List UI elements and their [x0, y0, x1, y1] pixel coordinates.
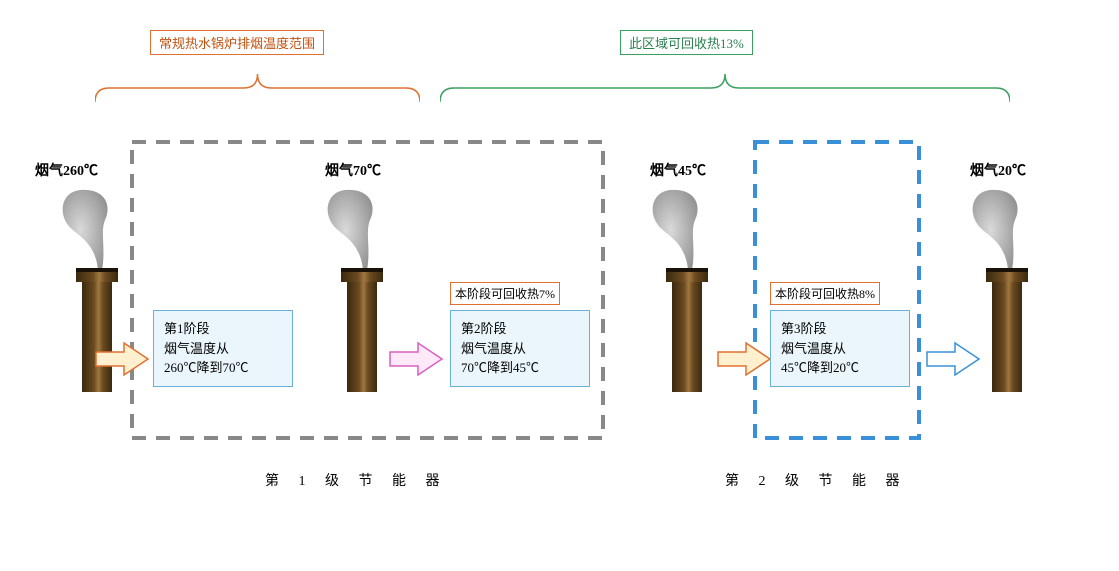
economizer-caption-1: 第 1 级 节 能 器 — [265, 470, 448, 490]
temperature-label: 烟气260℃ — [35, 160, 98, 180]
recovery-label-2: 本阶段可回收热8% — [770, 282, 880, 305]
stage-line: 第3阶段 — [781, 319, 899, 339]
stage-box-1: 第1阶段烟气温度从260℃降到70℃ — [153, 310, 293, 387]
economizer-caption-2: 第 2 级 节 能 器 — [725, 470, 908, 490]
stage-box-3: 第3阶段烟气温度从45℃降到20℃ — [770, 310, 910, 387]
temperature-label: 烟气70℃ — [325, 160, 381, 180]
stage-box-2: 第2阶段烟气温度从70℃降到45℃ — [450, 310, 590, 387]
flow-arrow-icon — [925, 340, 981, 383]
header-label-right: 此区域可回收热13% — [620, 30, 753, 55]
recovery-label-1: 本阶段可回收热7% — [450, 282, 560, 305]
flow-arrow-icon — [94, 340, 150, 383]
stage-line: 第2阶段 — [461, 319, 579, 339]
flow-arrow-icon — [388, 340, 444, 383]
stage-line: 烟气温度从 — [781, 339, 899, 359]
flow-arrow-icon — [716, 340, 772, 383]
temperature-label: 烟气20℃ — [970, 160, 1026, 180]
stage-line: 烟气温度从 — [461, 339, 579, 359]
stage-line: 70℃降到45℃ — [461, 358, 579, 378]
temperature-label: 烟气45℃ — [650, 160, 706, 180]
header-label-left: 常规热水锅炉排烟温度范围 — [150, 30, 324, 55]
stage-line: 260℃降到70℃ — [164, 358, 282, 378]
stage-line: 45℃降到20℃ — [781, 358, 899, 378]
stage-line: 第1阶段 — [164, 319, 282, 339]
stage-line: 烟气温度从 — [164, 339, 282, 359]
